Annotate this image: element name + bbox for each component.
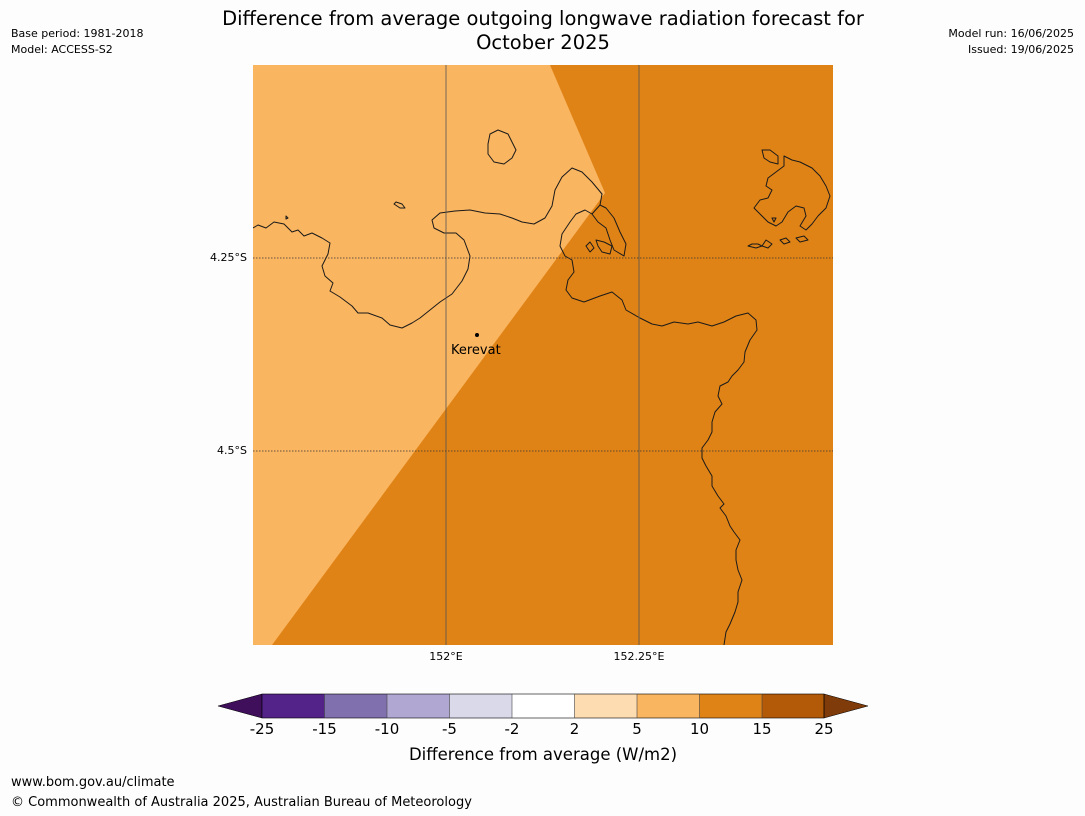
lat-label-4-25: 4.25°S xyxy=(210,251,247,264)
model-run: Model run: 16/06/2025 xyxy=(948,27,1074,40)
issued-date: Issued: 19/06/2025 xyxy=(967,43,1074,56)
title-line-2: October 2025 xyxy=(476,31,610,54)
colorbar-bin-3 xyxy=(387,694,450,718)
colorbar-tick-3: -10 xyxy=(374,720,400,738)
light-orange-region xyxy=(253,65,605,645)
graticule xyxy=(253,65,833,645)
colorbar-tick-6: 2 xyxy=(569,720,580,738)
colorbar-label: Difference from average (W/m2) xyxy=(408,745,678,764)
colorbar-bin-1 xyxy=(262,694,325,718)
island-north xyxy=(487,129,517,165)
islands-east xyxy=(747,149,831,249)
island-small-west xyxy=(393,201,406,209)
colorbar-tick-7: 5 xyxy=(632,720,642,738)
colorbar-bin-9 xyxy=(762,694,824,718)
colorbar-tick-10: 25 xyxy=(814,720,834,738)
colorbar xyxy=(217,693,869,719)
colorbar-extend-low xyxy=(217,693,263,719)
colorbar-bin-7 xyxy=(637,694,700,718)
coastline xyxy=(253,129,831,645)
colorbar-tick-8: 10 xyxy=(689,720,710,738)
colorbar-outline xyxy=(261,693,825,719)
model-name: Model: ACCESS-S2 xyxy=(11,43,113,56)
colorbar-tick-1: -25 xyxy=(249,720,275,738)
colorbar-dividers xyxy=(324,694,763,718)
coastline-inlet xyxy=(585,239,613,255)
islet-east xyxy=(285,215,777,223)
colorbar-bin-2 xyxy=(324,694,387,718)
lat-label-4-5: 4.5°S xyxy=(217,444,247,457)
colorbar-bin-6 xyxy=(574,694,637,718)
colorbar-bin-4 xyxy=(449,694,512,718)
map-panel xyxy=(253,65,833,645)
place-label-kerevat: Kerevat xyxy=(451,343,501,358)
coastline-main xyxy=(253,167,758,645)
kerevat-marker xyxy=(475,333,479,337)
base-period: Base period: 1981-2018 xyxy=(11,27,144,40)
colorbar-tick-2: -15 xyxy=(312,720,337,738)
lon-label-152: 152°E xyxy=(429,650,463,663)
title-line-1: Difference from average outgoing longwav… xyxy=(222,7,864,30)
footer-copyright: © Commonwealth of Australia 2025, Austra… xyxy=(11,795,472,810)
colorbar-bin-8 xyxy=(699,694,762,718)
colorbar-tick-5: -2 xyxy=(504,720,520,738)
colorbar-bin-5 xyxy=(512,694,575,718)
colorbar-tick-4: -5 xyxy=(442,720,457,738)
meta-right: Model run: 16/06/2025 Issued: 19/06/2025 xyxy=(948,26,1074,58)
chart-title: Difference from average outgoing longwav… xyxy=(143,7,943,55)
meta-left: Base period: 1981-2018 Model: ACCESS-S2 xyxy=(11,26,143,58)
lon-label-152-25: 152.25°E xyxy=(613,650,665,663)
coastline-inner-bay xyxy=(591,204,627,257)
footer-url[interactable]: www.bom.gov.au/climate xyxy=(11,775,175,790)
colorbar-tick-9: 15 xyxy=(752,720,772,738)
colorbar-extend-high xyxy=(823,693,869,719)
